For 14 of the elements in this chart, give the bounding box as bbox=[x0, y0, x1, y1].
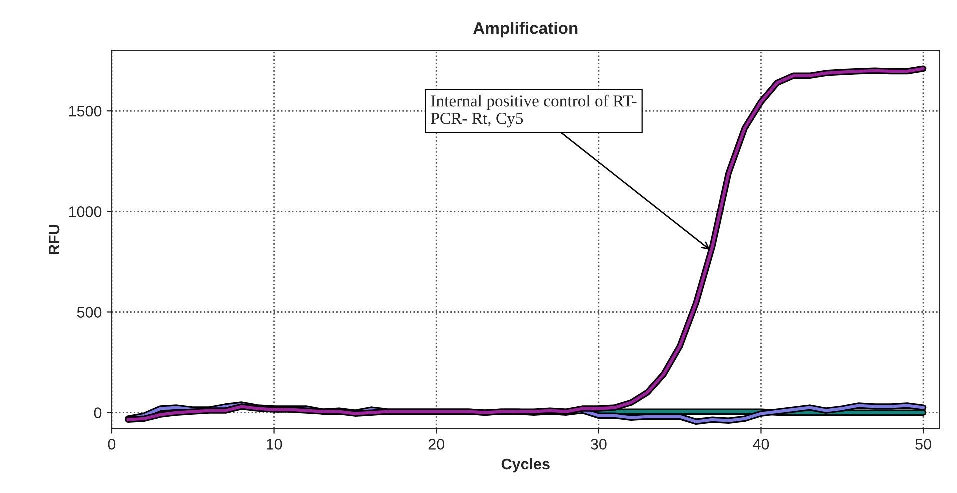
y-tick-label: 1500 bbox=[69, 106, 102, 117]
y-tick-label: 500 bbox=[77, 307, 102, 318]
y-axis-title: RFU bbox=[49, 225, 60, 255]
x-tick-label: 20 bbox=[428, 439, 444, 450]
y-tick-label: 1000 bbox=[69, 206, 102, 218]
x-tick-label: 30 bbox=[591, 439, 607, 450]
x-tick-label: 40 bbox=[753, 439, 770, 450]
x-tick-label: 50 bbox=[916, 439, 932, 450]
annotation: Internal positive control of RT- PCR- Rt, Cy5 bbox=[431, 94, 637, 128]
x-tick-label: 10 bbox=[266, 439, 282, 450]
chart-title: Amplification bbox=[474, 22, 578, 38]
x-axis-title: Cycles bbox=[502, 458, 550, 473]
y-tick-label: 0 bbox=[94, 408, 102, 419]
x-tick-label: 0 bbox=[108, 439, 116, 450]
